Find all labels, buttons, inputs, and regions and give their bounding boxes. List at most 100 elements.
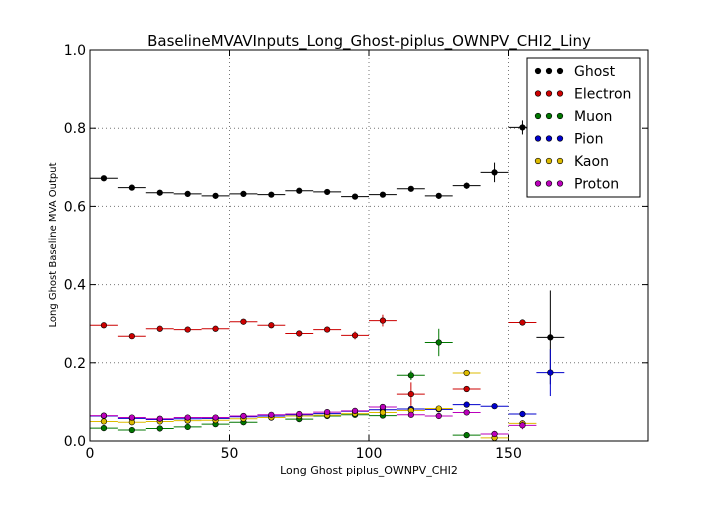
legend-label: Electron <box>574 87 631 103</box>
legend-marker <box>534 157 542 165</box>
data-point <box>212 192 219 199</box>
data-point <box>212 414 219 421</box>
legend-marker <box>556 67 564 75</box>
data-point <box>128 426 135 434</box>
data-point <box>351 407 359 414</box>
data-point <box>379 403 387 411</box>
data-point <box>463 369 470 377</box>
data-point <box>491 169 498 176</box>
legend-item-muon: Muon <box>534 109 612 125</box>
data-point <box>547 334 554 341</box>
legend-label: Proton <box>574 177 619 193</box>
legend-item-ghost: Ghost <box>534 64 616 80</box>
data-point <box>100 175 108 182</box>
legend-marker <box>545 90 553 97</box>
data-point <box>435 192 442 199</box>
data-point <box>519 410 526 418</box>
data-point <box>435 339 442 346</box>
legend-label: Kaon <box>574 154 609 170</box>
legend-item-proton: Proton <box>534 177 619 193</box>
y-tick-label: 0.4 <box>64 278 86 294</box>
data-point <box>184 326 191 333</box>
data-point <box>128 414 135 421</box>
data-point <box>519 124 526 131</box>
y-tick-label: 0.6 <box>64 199 86 215</box>
data-point <box>296 410 303 418</box>
data-point <box>184 423 191 431</box>
legend-marker <box>545 135 553 142</box>
legend-marker <box>545 67 553 75</box>
data-point <box>100 412 108 419</box>
legend-marker <box>556 135 564 142</box>
y-tick-label: 1.0 <box>64 43 86 59</box>
plot-frame <box>89 49 649 442</box>
legend-marker <box>534 135 542 142</box>
x-tick-label: 100 <box>356 446 383 462</box>
data-point <box>324 188 331 196</box>
legend: Ghost Electron Muon Pion Kaon Proton <box>526 57 641 198</box>
legend-box <box>526 57 641 198</box>
data-point <box>463 401 470 408</box>
x-tick-label: 50 <box>221 446 239 462</box>
y-axis-label: Long Ghost Baseline MVA Output <box>48 162 59 327</box>
legend-marker <box>545 180 553 187</box>
x-tick-label: 150 <box>495 446 522 462</box>
series-proton <box>90 403 537 438</box>
legend-marker <box>545 112 553 120</box>
data-point <box>184 414 191 421</box>
x-axis-label: Long Ghost piplus_OWNPV_CHI2 <box>280 464 458 477</box>
legend-marker <box>534 90 542 97</box>
data-point <box>296 187 303 194</box>
data-point <box>463 432 470 439</box>
data-point <box>407 372 414 379</box>
data-point <box>324 408 331 416</box>
data-point <box>351 332 359 339</box>
data-point <box>128 184 135 191</box>
legend-label: Muon <box>574 109 612 125</box>
series-electron <box>90 314 537 406</box>
data-point <box>212 325 219 332</box>
y-tick-label: 0.0 <box>64 434 86 450</box>
legend-item-pion: Pion <box>534 132 603 148</box>
legend-marker <box>556 112 564 120</box>
data-point <box>379 191 387 198</box>
data-point <box>547 369 554 376</box>
data-point <box>268 322 275 329</box>
data-point <box>184 190 191 197</box>
data-point <box>324 326 331 333</box>
legend-marker <box>545 157 553 165</box>
data-point <box>156 425 163 432</box>
y-tick-label: 0.8 <box>64 121 86 137</box>
data-point <box>491 430 498 438</box>
ticks-layer: 0 50 100 150 0.0 0.2 0.4 0.6 0.8 1.0 <box>64 43 648 462</box>
legend-label: Pion <box>574 132 603 148</box>
series-ghost <box>90 120 565 385</box>
legend-marker <box>556 157 564 165</box>
data-point <box>100 418 108 425</box>
data-point <box>491 403 498 410</box>
legend-marker <box>556 90 564 97</box>
data-point <box>268 411 275 418</box>
legend-marker <box>534 67 542 75</box>
y-tick-label: 0.2 <box>64 356 86 372</box>
chart-title: BaselineMVAVInputs_Long_Ghost-piplus_OWN… <box>147 32 591 51</box>
legend-item-kaon: Kaon <box>534 154 609 170</box>
x-tick-label: 0 <box>86 446 95 462</box>
data-point <box>128 333 135 340</box>
data-layer <box>90 120 565 441</box>
data-point <box>463 409 470 416</box>
legend-item-electron: Electron <box>534 87 631 103</box>
data-point <box>463 182 470 189</box>
data-point <box>435 405 442 412</box>
legend-marker <box>534 180 542 187</box>
data-point <box>379 317 387 324</box>
data-point <box>407 390 414 398</box>
data-point <box>519 319 526 326</box>
legend-marker <box>534 112 542 120</box>
data-point <box>519 422 526 429</box>
legend-label: Ghost <box>574 64 616 80</box>
data-point <box>100 424 108 432</box>
data-point <box>156 189 163 196</box>
